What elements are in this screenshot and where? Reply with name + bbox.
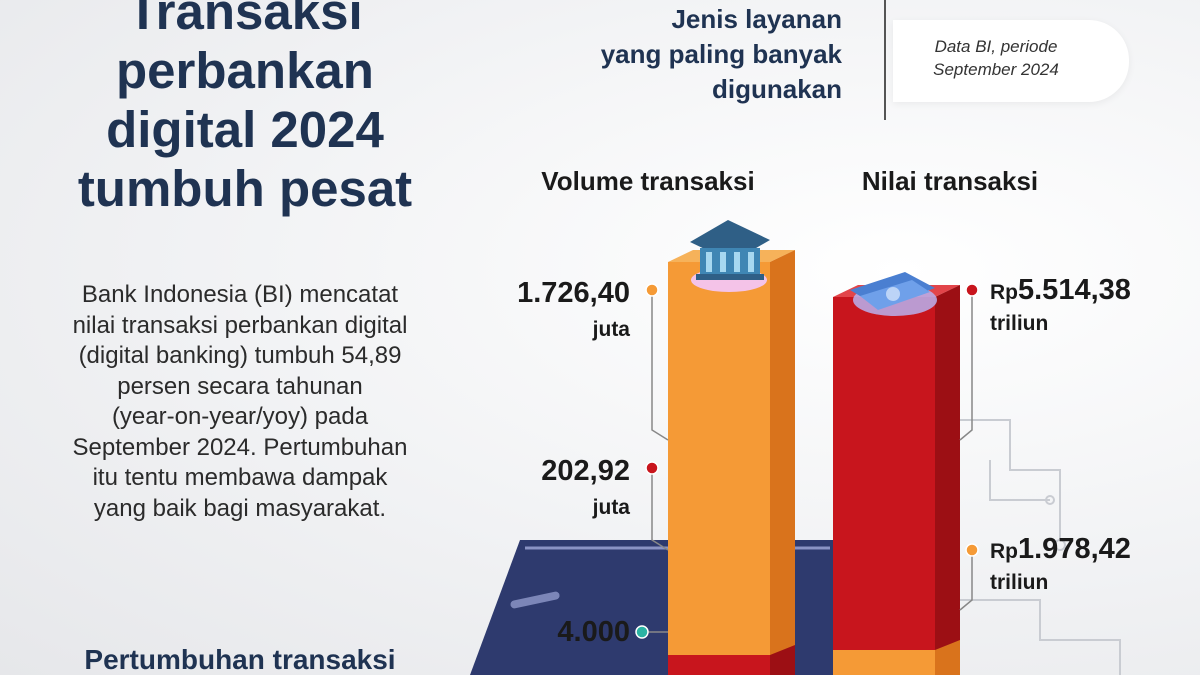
body-line: (year-on-year/yoy) pada <box>111 403 369 430</box>
marker-dot <box>965 283 979 297</box>
body-line: itu tentu membawa dampak <box>92 464 388 491</box>
title-line: Transaksi <box>127 0 363 40</box>
body-line: (digital banking) tumbuh 54,89 <box>78 342 402 369</box>
column-side <box>935 285 960 675</box>
body-line: nilai transaksi perbankan digital <box>72 311 408 339</box>
body-line: Bank Indonesia (BI) mencatat <box>81 281 399 308</box>
circuit <box>960 419 1061 540</box>
title-line: tumbuh pesat <box>77 160 413 217</box>
connector-lines <box>642 290 973 633</box>
body-line: yang baik bagi masyarakat. <box>93 494 387 522</box>
value: 1.978,42 <box>1018 533 1131 565</box>
value: 202,92 <box>541 455 630 487</box>
marker-dot <box>635 625 649 639</box>
circuit-node <box>1054 539 1066 551</box>
service-heading: Jenis layanan yang paling banyak digunak… <box>480 2 842 107</box>
value-group: Rp1.978,42 <box>990 533 1190 566</box>
value-group: Rp5.514,38 <box>990 274 1190 307</box>
phone-button <box>510 591 560 609</box>
bank-icon <box>690 220 770 280</box>
marker-dot <box>965 543 979 557</box>
column-front <box>833 297 935 675</box>
value: 4.000 <box>557 616 630 648</box>
source-line: September 2024 <box>933 60 1059 79</box>
column-segment <box>668 655 770 675</box>
unit: triliun <box>990 312 1049 335</box>
title: Transaksi perbankan digital 2024 tumbuh … <box>0 0 490 218</box>
unit: juta <box>592 496 630 519</box>
service-line: Jenis layanan <box>671 4 842 34</box>
column-segment-side <box>770 645 795 675</box>
column-segment-side <box>935 640 960 675</box>
column-side <box>770 250 795 675</box>
value: 5.514,38 <box>1018 274 1131 306</box>
column-segment <box>833 650 935 675</box>
value: 1.726,40 <box>517 277 630 309</box>
column-heading: Volume transaksi <box>541 166 755 196</box>
title-line: perbankan <box>116 42 374 99</box>
unit: juta <box>592 318 630 341</box>
divider <box>884 0 886 120</box>
source-box <box>893 20 1129 102</box>
circuit-lines <box>960 419 1121 675</box>
column-heading: Nilai transaksi <box>861 166 1039 196</box>
unit: triliun <box>990 571 1049 594</box>
circuit <box>989 460 1050 501</box>
body-line: persen secara tahunan <box>117 372 363 400</box>
source: Data BI, periode September 2024 <box>893 35 1099 81</box>
currency: Rp <box>990 540 1018 563</box>
service-line: yang paling banyak <box>600 39 842 69</box>
circuit <box>960 599 1121 675</box>
service-line: digunakan <box>711 74 842 104</box>
title-line: digital 2024 <box>106 101 384 158</box>
marker-dot <box>645 461 659 475</box>
body-text: Bank Indonesia (BI) mencatat nilai trans… <box>20 280 460 524</box>
body-line: September 2024. Pertumbuhan <box>72 433 408 461</box>
column-front <box>668 262 770 675</box>
subheading: Pertumbuhan transaksi <box>84 644 396 675</box>
source-line: Data BI, periode <box>934 37 1058 56</box>
currency: Rp <box>990 281 1018 304</box>
marker-dot <box>645 283 659 297</box>
circuit-node <box>1045 495 1055 505</box>
money-icon <box>850 272 935 310</box>
